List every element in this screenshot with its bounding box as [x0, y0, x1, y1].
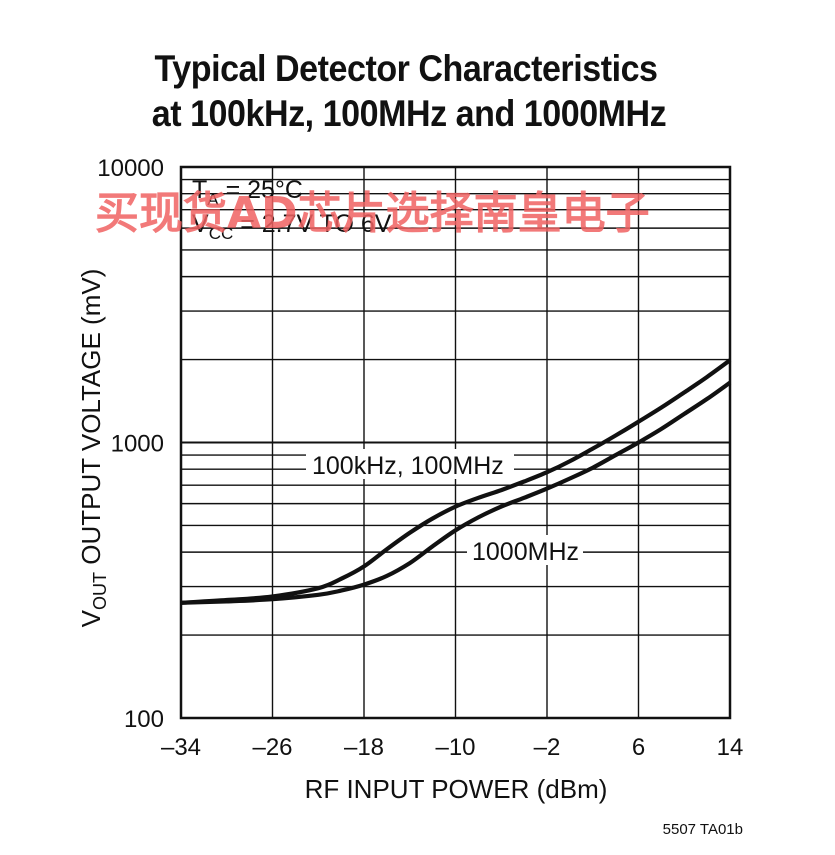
x-tick-labels: –34 –26 –18 –10 –2 6 14	[161, 734, 743, 761]
x-tick-label: –10	[435, 734, 475, 761]
x-tick-label: 6	[632, 734, 645, 761]
grid	[181, 167, 730, 718]
annotation-ta: TA = 25°C	[192, 176, 303, 209]
series-lines	[180, 358, 732, 605]
y-tick-label: 10000	[97, 155, 164, 182]
chart-title-line-1: Typical Detector Characteristics	[154, 48, 658, 89]
y-tick-labels: 10000 1000 100	[97, 155, 164, 733]
x-tick-label: –34	[161, 734, 201, 761]
y-axis-title: VOUT OUTPUT VOLTAGE (mV)	[76, 269, 110, 628]
series-label-bg-2	[467, 535, 583, 565]
annotation-vcc: VCC = 2.7V TO 6V	[192, 210, 392, 243]
y-tick-label: 100	[124, 706, 164, 733]
x-tick-label: 14	[717, 734, 744, 761]
series-label-bg-1	[306, 449, 514, 479]
series-label-100khz-100mhz: 100kHz, 100MHz	[312, 452, 504, 480]
chart-title-line-2: at 100kHz, 100MHz and 1000MHz	[151, 93, 667, 134]
series-line-1000mhz	[180, 380, 732, 605]
x-tick-label: –26	[252, 734, 292, 761]
watermark-text: 买现货AD芯片选择南皇电子	[95, 188, 650, 239]
series-line-100khz-100mhz	[180, 358, 732, 605]
plot-frame	[179, 165, 732, 720]
y-tick-label: 1000	[111, 431, 164, 458]
series-label-1000mhz: 1000MHz	[472, 538, 579, 566]
figure-id: 5507 TA01b	[662, 821, 743, 838]
x-tick-label: –2	[534, 734, 561, 761]
x-tick-label: –18	[344, 734, 384, 761]
x-axis-title: RF INPUT POWER (dBm)	[305, 774, 608, 804]
